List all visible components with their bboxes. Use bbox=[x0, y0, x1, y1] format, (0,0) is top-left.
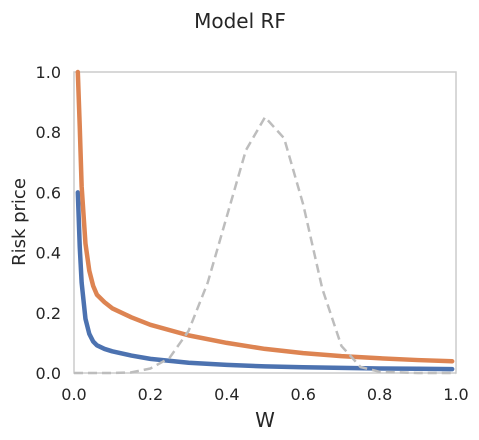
x-tick-label: 0.4 bbox=[214, 385, 239, 404]
y-tick-label: 0.4 bbox=[36, 244, 61, 263]
y-tick-label: 0.8 bbox=[36, 123, 61, 142]
x-tick-label: 0.8 bbox=[367, 385, 392, 404]
x-tick-label: 0.2 bbox=[138, 385, 163, 404]
x-tick-label: 1.0 bbox=[443, 385, 468, 404]
y-tick-label: 0.2 bbox=[36, 304, 61, 323]
tick-labels: 0.0 0.2 0.4 0.6 0.8 1.0 0.0 0.2 0.4 0.6 0.8 1.0 bbox=[36, 63, 469, 404]
plot-area bbox=[73, 69, 457, 375]
y-axis-label: Risk price bbox=[9, 178, 30, 266]
x-tick-label: 0.6 bbox=[290, 385, 315, 404]
y-tick-label: 1.0 bbox=[36, 63, 61, 82]
series-line-1 bbox=[75, 190, 455, 372]
chart-title: Model RF bbox=[194, 9, 286, 33]
x-tick-label: 0.0 bbox=[61, 385, 86, 404]
series-line-3 bbox=[74, 115, 456, 375]
y-tick-label: 0.0 bbox=[36, 364, 61, 383]
axes-frame bbox=[73, 71, 457, 374]
y-tick-label: 0.6 bbox=[36, 183, 61, 202]
x-axis-label: W bbox=[255, 408, 275, 432]
series-line-2 bbox=[75, 69, 455, 364]
